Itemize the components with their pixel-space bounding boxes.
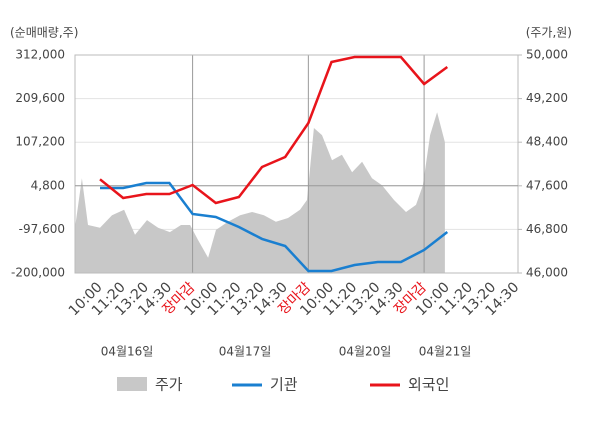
- series-line: [99, 55, 449, 205]
- legend-label: 주가: [155, 376, 183, 394]
- y2-tick-label: 46,800: [526, 222, 568, 236]
- y-tick-label: 107,200: [15, 135, 65, 149]
- plot-border: [74, 54, 519, 274]
- y-axis-title: (순매매량,주): [10, 26, 78, 40]
- y-tick-label: 4,800: [31, 178, 65, 192]
- legend-label: 기관: [270, 376, 298, 394]
- y2-tick-label: 46,000: [526, 266, 568, 280]
- series-line: [100, 181, 449, 273]
- legend-swatch: [117, 377, 147, 391]
- y2-tick-label: 47,600: [526, 178, 568, 192]
- y-tick-label: -200,000: [11, 266, 65, 280]
- date-label: 04월17일: [219, 345, 272, 359]
- y-tick-label: 209,600: [15, 91, 65, 105]
- price-area: [75, 112, 445, 273]
- date-label: 04월16일: [101, 345, 154, 359]
- legend-label: 외국인: [408, 376, 449, 394]
- y-tick-label: 312,000: [15, 48, 65, 62]
- date-label: 04월21일: [419, 345, 472, 359]
- y-tick-label: -97,600: [19, 222, 65, 236]
- y2-tick-label: 50,000: [526, 48, 568, 62]
- y2-axis-title: (주가,원): [526, 26, 572, 40]
- y2-tick-label: 49,200: [526, 91, 568, 105]
- date-label: 04월20일: [339, 345, 392, 359]
- y2-tick-label: 48,400: [526, 135, 568, 149]
